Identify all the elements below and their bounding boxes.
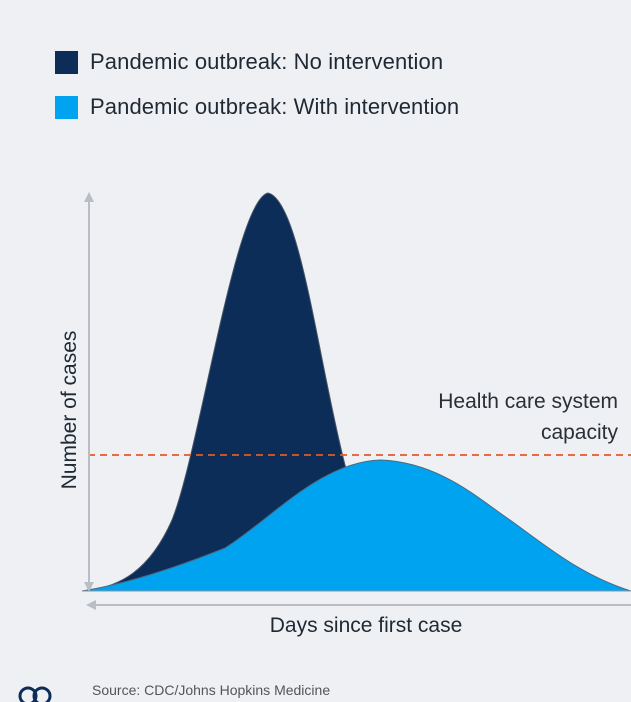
legend-swatch-with-intervention <box>55 95 78 119</box>
legend-swatch-no-intervention <box>55 50 78 74</box>
x-axis-label: Days since first case <box>270 614 463 637</box>
up-arrow-icon <box>84 192 94 202</box>
with-intervention-curve <box>81 459 631 592</box>
legend-item-with-intervention: Pandemic outbreak: With intervention <box>55 93 459 121</box>
legend: Pandemic outbreak: No intervention Pande… <box>55 48 459 138</box>
source-text: Source: CDC/Johns Hopkins Medicine <box>92 682 331 698</box>
legend-item-no-intervention: Pandemic outbreak: No intervention <box>55 48 459 76</box>
y-axis-bottom-arrow-icon <box>84 582 94 592</box>
legend-label-with-intervention: Pandemic outbreak: With intervention <box>90 94 460 119</box>
capacity-label-line2: capacity <box>541 421 619 444</box>
y-axis-label: Number of cases <box>58 331 81 490</box>
legend-label-no-intervention: Pandemic outbreak: No intervention <box>90 49 444 74</box>
left-arrow-icon <box>86 600 96 610</box>
logo-icon <box>18 686 52 702</box>
capacity-label-line1: Health care system <box>438 390 618 413</box>
